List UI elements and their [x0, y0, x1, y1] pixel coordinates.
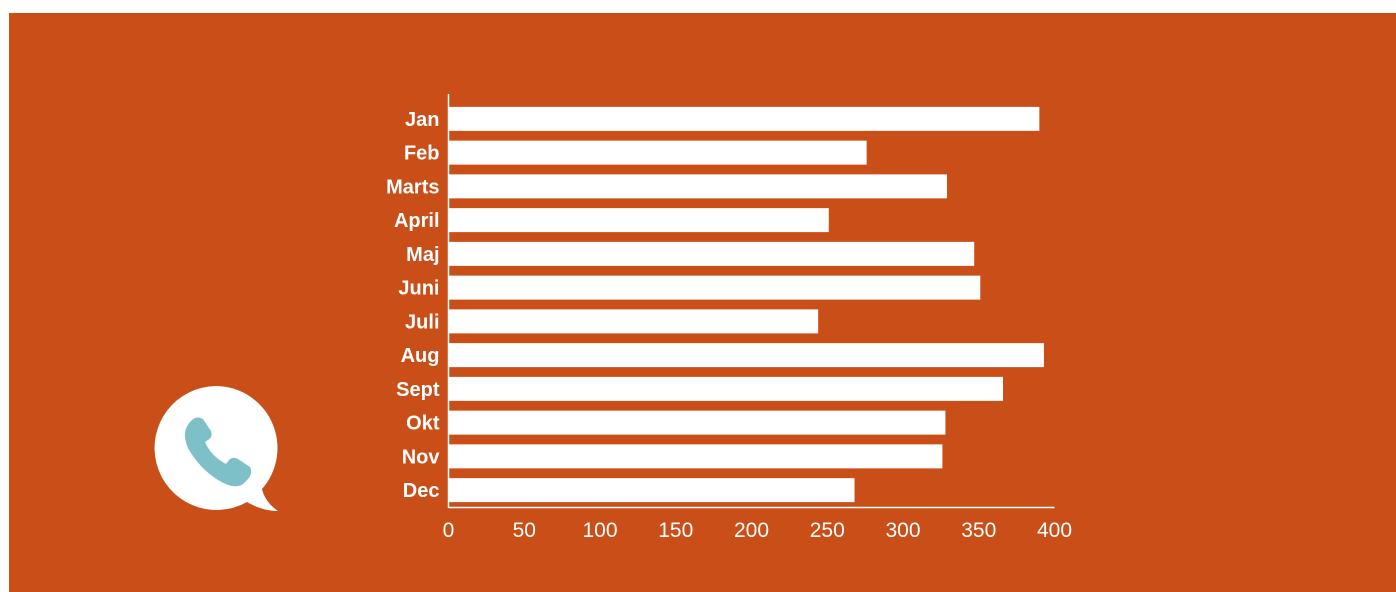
category-label: Jan	[405, 109, 439, 131]
category-label: Maj	[406, 244, 439, 266]
phone-handset-icon	[184, 417, 252, 487]
x-tick-label: 200	[734, 519, 769, 542]
x-tick-label: 250	[810, 519, 845, 542]
category-label: Juni	[398, 278, 439, 300]
category-label: Juli	[405, 311, 439, 333]
bar-okt	[448, 410, 946, 435]
x-tick-label: 300	[885, 519, 920, 542]
x-tick-label: 400	[1037, 519, 1072, 542]
category-label: Okt	[406, 413, 440, 435]
category-label: Aug	[401, 345, 440, 367]
x-tick-label: 100	[582, 519, 617, 542]
category-label: Feb	[404, 143, 440, 165]
bars-layer	[448, 106, 1044, 503]
chart-panel: Jan Feb Marts April Maj Juni Juli Aug Sept Okt Nov…	[9, 13, 1396, 592]
category-label: Marts	[386, 176, 439, 198]
axes	[447, 94, 1055, 509]
category-label: Sept	[396, 379, 440, 401]
category-label: April	[394, 210, 440, 232]
x-tick-labels: 0 50 100 150 200 250 300 350 400	[443, 519, 1072, 542]
bar-feb	[448, 140, 867, 165]
x-tick-label: 50	[513, 519, 536, 542]
x-tick-label: 350	[961, 519, 996, 542]
category-label: Dec	[403, 480, 440, 502]
bar-sept	[448, 376, 1003, 401]
bar-aug	[448, 343, 1044, 368]
bar-juli	[448, 309, 819, 334]
category-labels: Jan Feb Marts April Maj Juni Juli Aug Sept Okt Nov…	[386, 109, 440, 502]
category-label: Nov	[402, 446, 441, 468]
speech-bubble-shape	[154, 386, 278, 511]
phone-speech-bubble-icon	[154, 386, 278, 511]
bar-marts	[448, 174, 947, 199]
bar-april	[448, 208, 829, 233]
x-tick-label: 150	[658, 519, 693, 542]
bar-nov	[448, 444, 943, 469]
bar-jan	[448, 106, 1040, 131]
bar-maj	[448, 241, 975, 266]
bar-chart: Jan Feb Marts April Maj Juni Juli Aug Sept Okt Nov…	[386, 94, 1072, 542]
bar-juni	[448, 275, 981, 300]
bar-dec	[448, 478, 855, 503]
x-tick-label: 0	[443, 519, 455, 542]
